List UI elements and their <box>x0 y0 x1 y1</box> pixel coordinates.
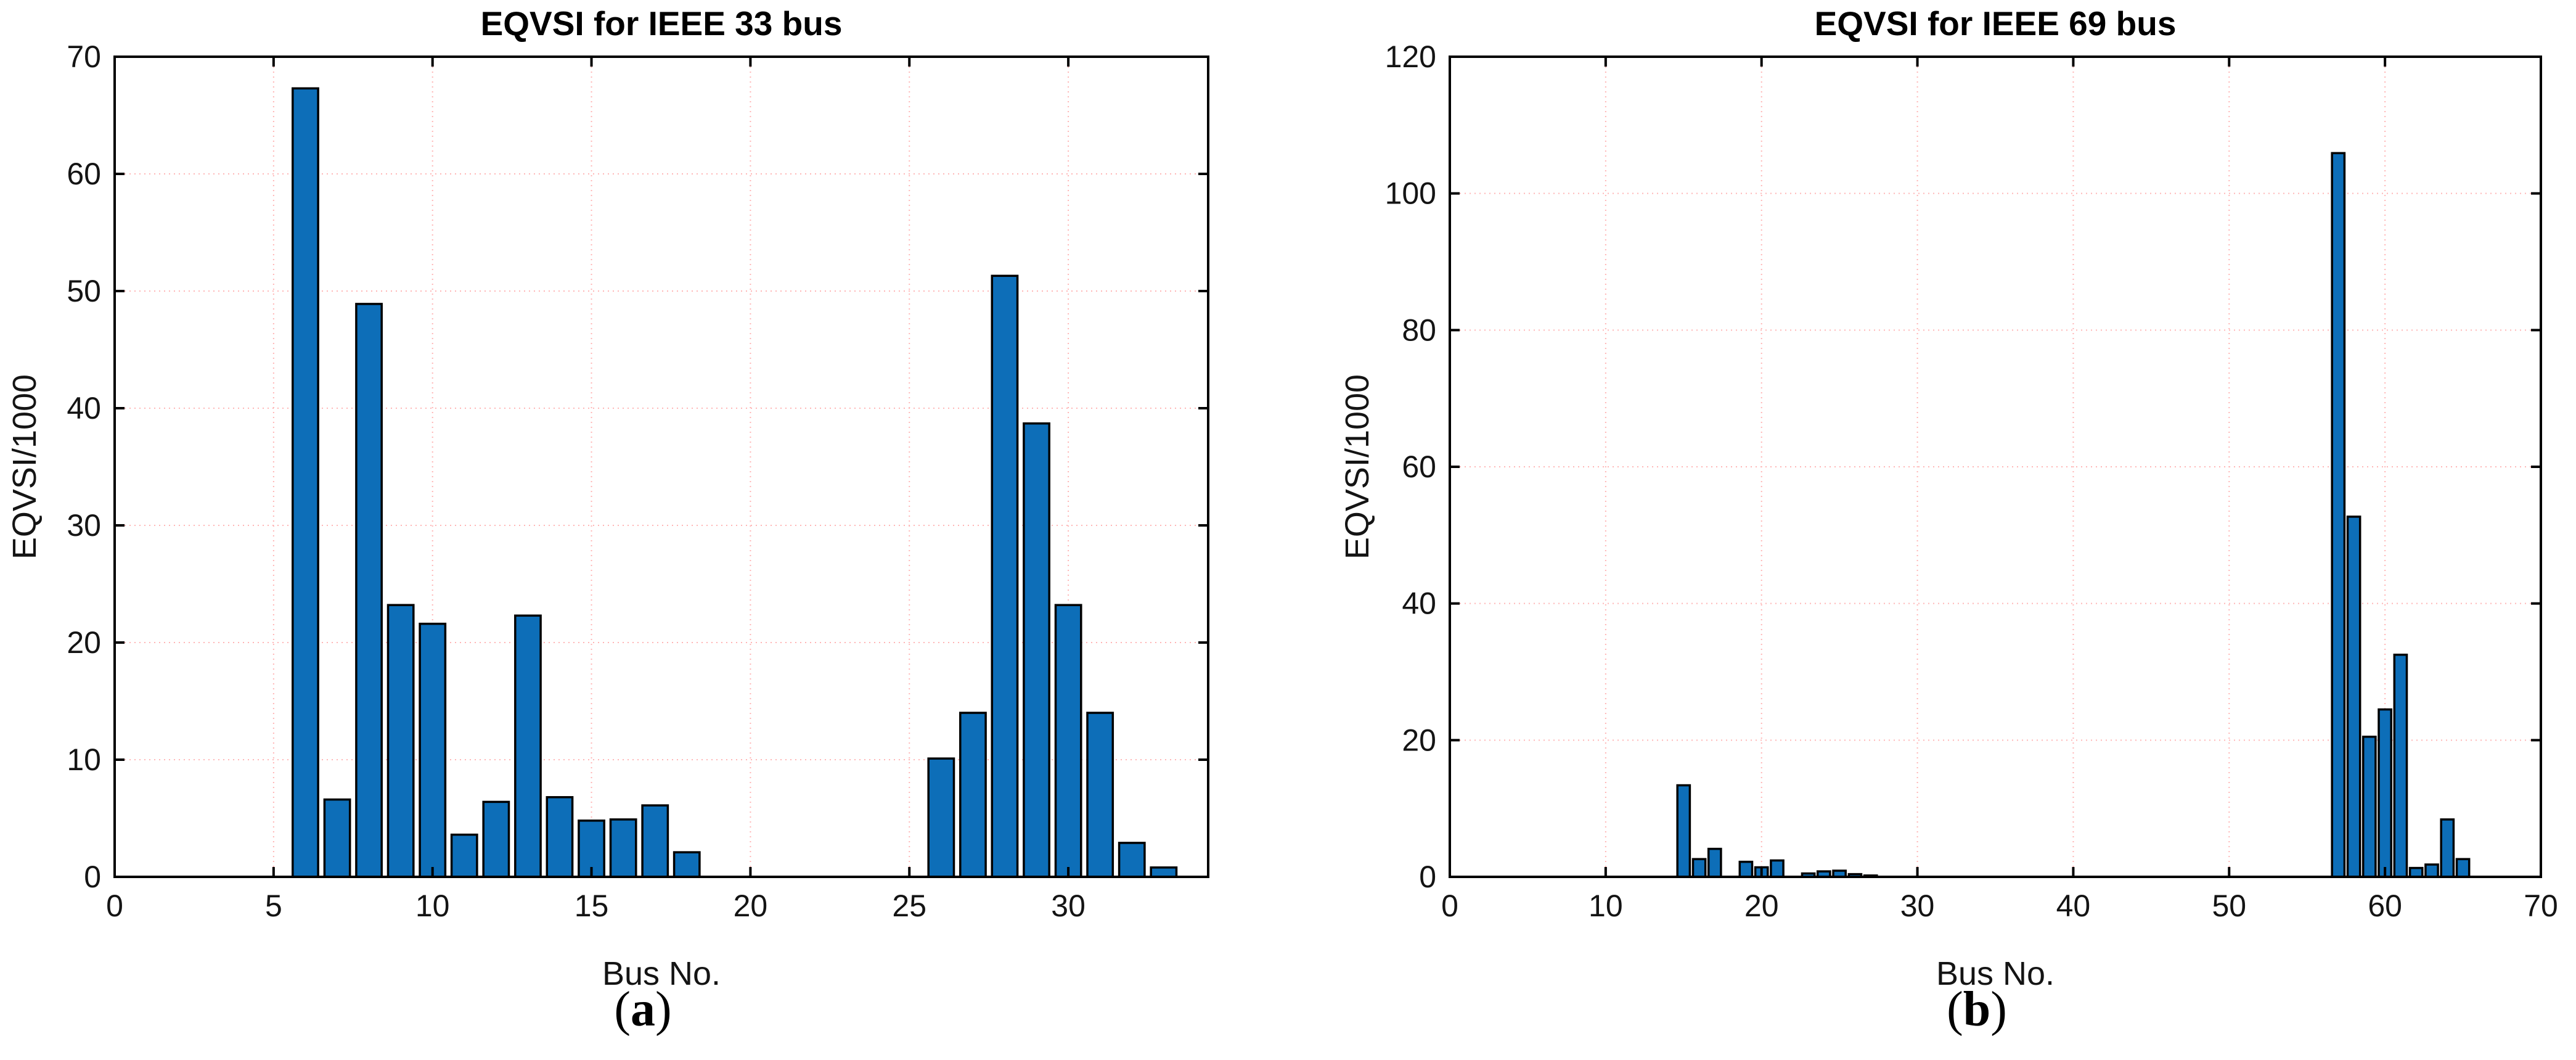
bar-bus-16 <box>1691 858 1707 878</box>
caption-b: (b) <box>1947 982 2007 1038</box>
tick-label: 40 <box>1402 586 1436 621</box>
x-axis-label-ieee33: Bus No. <box>602 955 721 992</box>
chart-title-ieee69: EQVSI for IEEE 69 bus <box>1814 4 2177 43</box>
bar-bus-14 <box>546 796 574 878</box>
tick-label: 15 <box>574 889 609 923</box>
bar-bus-19 <box>1738 860 1754 878</box>
bar-bus-31 <box>1086 712 1114 878</box>
bar-chart-ieee69: 0 10 20 30 40 50 60 70 0 20 40 60 80 100 120 <box>1385 39 2558 923</box>
tick-label: 30 <box>67 508 101 543</box>
caption-b-letter: b <box>1963 982 1991 1037</box>
tick-label: 120 <box>1385 39 1436 74</box>
tick-label: 10 <box>1589 889 1623 923</box>
tick-label: 40 <box>67 391 101 425</box>
bar-bus-58 <box>2346 516 2361 878</box>
panel-ieee33: 0 5 10 15 20 25 30 0 10 20 30 40 50 60 70 EQVSI for IE… <box>6 4 1209 1038</box>
tick-label: 60 <box>67 157 101 191</box>
bar-bus-60 <box>2378 708 2392 878</box>
panel-ieee69: 0 10 20 30 40 50 60 70 0 20 40 60 80 100 120 EQVSI for… <box>1288 0 2576 1060</box>
bar-bus-32 <box>1118 842 1146 878</box>
tick-label: 100 <box>1385 176 1436 211</box>
bar-bus-28 <box>991 274 1019 878</box>
tick-label: 30 <box>1900 889 1935 923</box>
bar-bus-26 <box>927 757 955 878</box>
bar-bus-6 <box>292 87 319 878</box>
bar-bus-18 <box>673 851 701 878</box>
caption-a: (a) <box>614 982 671 1038</box>
bar-bus-30 <box>1054 604 1082 878</box>
bar-bus-64 <box>2440 818 2455 878</box>
bar-bus-11 <box>450 833 478 878</box>
tick-label: 70 <box>67 39 101 74</box>
axes-box <box>113 55 1209 878</box>
tick-label: 0 <box>84 860 101 894</box>
bar-bus-17 <box>641 804 669 878</box>
bar-bus-7 <box>323 798 351 878</box>
caption-a-letter: a <box>631 982 655 1037</box>
tick-label: 5 <box>265 889 282 923</box>
bar-bus-13 <box>514 614 542 878</box>
bar-bus-9 <box>386 604 415 878</box>
tick-label: 20 <box>734 889 768 923</box>
bar-bus-10 <box>419 622 447 878</box>
bar-bus-61 <box>2393 654 2408 878</box>
caption-b-open: ( <box>1947 982 1963 1037</box>
bar-bus-8 <box>355 303 383 878</box>
tick-label: 70 <box>2524 889 2558 923</box>
bar-bus-15 <box>1676 784 1691 878</box>
bar-bus-63 <box>2424 863 2439 878</box>
chart-title-ieee33: EQVSI for IEEE 33 bus <box>480 4 843 43</box>
tick-label: 25 <box>892 889 926 923</box>
bar-bus-12 <box>482 800 510 878</box>
caption-a-open: ( <box>614 982 631 1037</box>
y-axis-label-ieee69: EQVSI/1000 <box>1339 374 1376 560</box>
tick-label: 20 <box>1744 889 1779 923</box>
tick-label: 40 <box>2056 889 2091 923</box>
bar-bus-17 <box>1707 847 1722 878</box>
x-axis-label-ieee69: Bus No. <box>1936 955 2055 992</box>
bar-bus-59 <box>2361 736 2377 878</box>
bar-bus-65 <box>2455 858 2471 878</box>
tick-label: 0 <box>106 889 123 923</box>
tick-label: 0 <box>1419 860 1436 894</box>
y-axis-label-ieee33: EQVSI/1000 <box>6 374 43 560</box>
tick-label: 0 <box>1441 889 1458 923</box>
bar-bus-62 <box>2408 866 2424 878</box>
tick-label: 80 <box>1402 313 1436 347</box>
tick-label: 20 <box>67 625 101 660</box>
tick-label: 30 <box>1051 889 1086 923</box>
bar-chart-ieee33: 0 5 10 15 20 25 30 0 10 20 30 40 50 60 70 <box>67 39 1209 923</box>
bar-bus-21 <box>1770 859 1785 878</box>
tick-label: 50 <box>2212 889 2246 923</box>
bar-bus-27 <box>959 712 987 878</box>
tick-label: 10 <box>67 742 101 777</box>
bar-bus-33 <box>1150 866 1178 878</box>
bar-bus-16 <box>609 818 637 878</box>
bar-bus-57 <box>2331 152 2346 878</box>
caption-a-close: ) <box>655 982 672 1037</box>
tick-label: 50 <box>67 274 101 308</box>
tick-label: 10 <box>415 889 450 923</box>
tick-label: 60 <box>2368 889 2402 923</box>
caption-b-close: ) <box>1990 982 2007 1037</box>
tick-label: 20 <box>1402 723 1436 757</box>
bar-bus-29 <box>1023 422 1050 878</box>
tick-label: 60 <box>1402 450 1436 484</box>
